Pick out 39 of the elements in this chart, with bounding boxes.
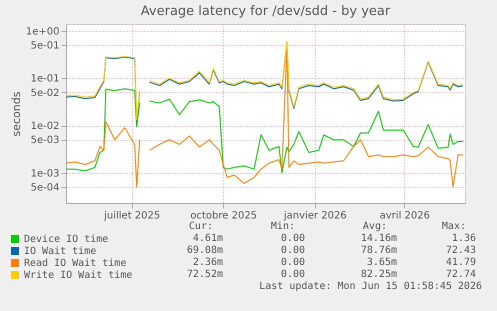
text: 82.25m bbox=[360, 269, 397, 281]
text: 0.00 bbox=[280, 257, 305, 269]
y-tick-label: 1e+00 bbox=[26, 26, 60, 38]
text: 0.00 bbox=[280, 269, 305, 281]
text: 72.43 bbox=[446, 245, 476, 257]
text: 1.36 bbox=[452, 233, 476, 245]
text: Max: bbox=[442, 221, 466, 233]
text: Avg: bbox=[362, 221, 387, 233]
legend-label: Read IO Wait time bbox=[24, 258, 126, 269]
legend-label: IO Wait time bbox=[24, 246, 96, 257]
y-axis-title: seconds bbox=[10, 91, 23, 136]
text: 0.00 bbox=[280, 245, 305, 257]
text: Min: bbox=[270, 221, 295, 233]
text: 78.76m bbox=[360, 245, 397, 257]
text: 69.08m bbox=[186, 245, 223, 257]
text: Last update: Mon Jun 15 01:58:45 2026 bbox=[259, 281, 482, 293]
legend-label: Write IO Wait time bbox=[24, 270, 132, 281]
text: 4.61m bbox=[192, 233, 223, 245]
text: 72.74 bbox=[446, 269, 476, 281]
y-tick-label: 5e-04 bbox=[30, 182, 60, 194]
text: 3.65m bbox=[366, 257, 397, 269]
x-tick-label: avril 2026 bbox=[380, 210, 430, 222]
x-tick-label: octobre 2025 bbox=[190, 210, 258, 222]
text: Cur: bbox=[188, 221, 213, 233]
text: 72.52m bbox=[186, 269, 223, 281]
chart-title: Average latency for /dev/sdd - by year bbox=[140, 4, 391, 19]
x-tick-label: juillet 2025 bbox=[103, 210, 160, 222]
y-tick-label: 1e-01 bbox=[30, 74, 60, 85]
y-tick-label: 5e-03 bbox=[30, 135, 60, 146]
y-tick-label: 1e-02 bbox=[30, 121, 60, 132]
y-tick-label: 5e-02 bbox=[30, 88, 60, 99]
text: 0.00 bbox=[280, 233, 305, 245]
text: 2.36m bbox=[192, 257, 223, 269]
legend-label: Device IO time bbox=[24, 234, 108, 245]
text: 14.16m bbox=[360, 233, 397, 245]
y-tick-label: 1e-03 bbox=[30, 168, 60, 180]
y-tick-label: 5e-01 bbox=[30, 40, 60, 52]
text: 41.79 bbox=[446, 257, 476, 269]
x-tick-label: janvier 2026 bbox=[282, 210, 347, 222]
